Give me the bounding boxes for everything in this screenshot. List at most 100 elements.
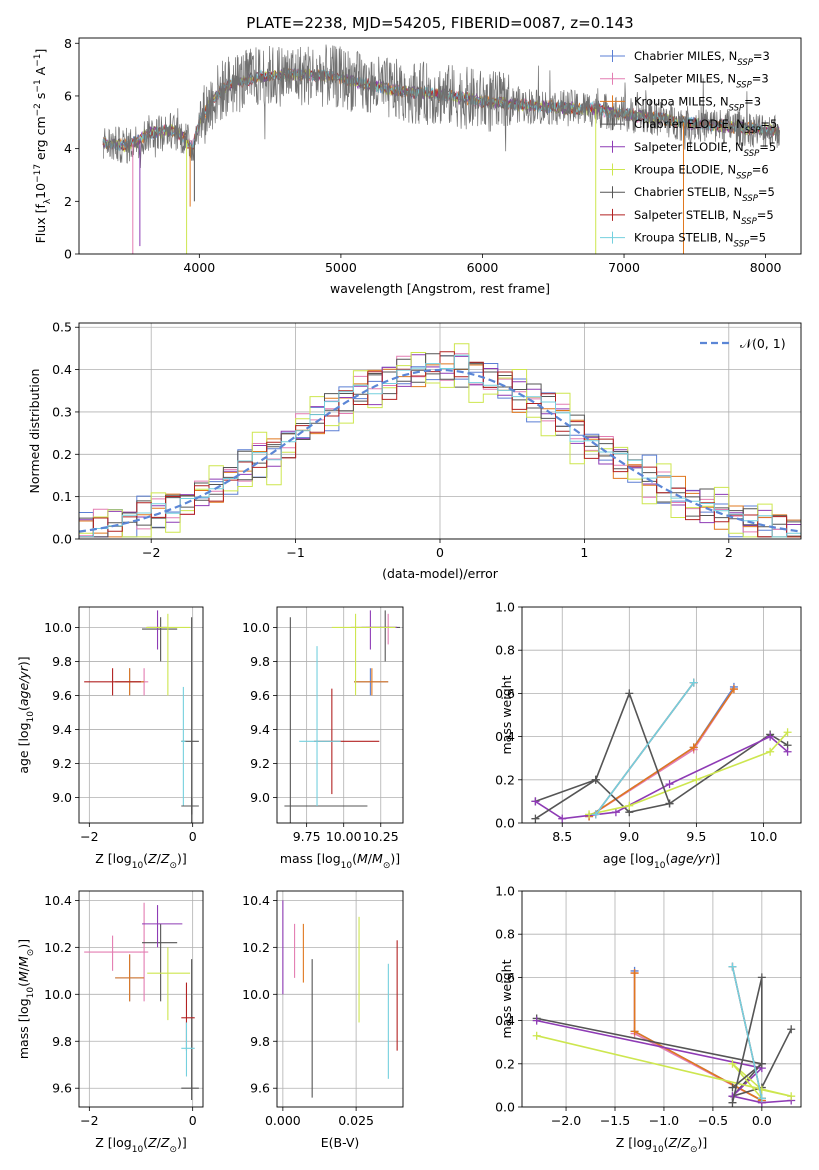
label-part: ( bbox=[665, 851, 670, 866]
chart-spectrum: 4000 5000 6000 7000 8000 0 2 4 6 8 bbox=[64, 36, 802, 275]
label-part: E(B-V) bbox=[321, 1135, 360, 1150]
label-part: age/yr bbox=[16, 665, 31, 706]
mass-weight-marker bbox=[757, 973, 766, 982]
label-part: ( bbox=[352, 851, 357, 866]
label-part: )] bbox=[710, 851, 720, 866]
label-part: −2 bbox=[33, 103, 43, 116]
axes-frame: −2 0 9.0 9.2 9.4 9.6 9.8 10.0 bbox=[44, 620, 197, 844]
label-part: Z bbox=[160, 851, 170, 866]
x-tick-label: 0.000 bbox=[265, 1113, 301, 1128]
mass-weight-marker bbox=[728, 962, 737, 971]
x-tick-label: 8.5 bbox=[552, 829, 572, 844]
x-tick-label: 0.025 bbox=[338, 1113, 374, 1128]
x-tick-label: −1.5 bbox=[600, 1113, 630, 1128]
label-part: M bbox=[16, 956, 31, 967]
label-part: 10 bbox=[26, 711, 36, 723]
y-tick-label: 9.4 bbox=[52, 722, 72, 737]
label-part: )] bbox=[16, 939, 31, 949]
mass-weight-marker bbox=[728, 1083, 737, 1092]
y-tick-label: 0.4 bbox=[495, 729, 515, 744]
plot-area bbox=[79, 323, 801, 539]
legend-label: Chabrier MILES, NSSP=3 bbox=[634, 49, 770, 68]
label-part: ( bbox=[143, 1135, 148, 1150]
axes-border bbox=[276, 606, 404, 824]
label-part: ⊙ bbox=[690, 1145, 698, 1155]
y-tick-label: 0 bbox=[64, 247, 72, 262]
mass-weight-marker bbox=[787, 1025, 796, 1034]
plot-area bbox=[102, 44, 780, 254]
x-tick-label: 7000 bbox=[608, 260, 640, 275]
legend-label-sub: SSP bbox=[745, 126, 761, 136]
label-part: / bbox=[157, 851, 162, 866]
label-part: Z bbox=[147, 1135, 157, 1150]
label-part: ( bbox=[143, 851, 148, 866]
y-tick-label: 0.6 bbox=[495, 686, 515, 701]
y-tick-label: 10.0 bbox=[44, 620, 72, 635]
mass-weight-line bbox=[534, 735, 789, 820]
mass-weight-line bbox=[534, 691, 671, 820]
mass-weight-marker bbox=[630, 969, 639, 978]
legend-label-sub: SSP bbox=[736, 81, 752, 91]
axes-frame: 0.000 0.025 9.6 9.8 10.0 10.2 10.4 bbox=[242, 893, 374, 1128]
label-part: Flux [f bbox=[33, 204, 48, 244]
plot-area bbox=[522, 891, 801, 1107]
mass-weight-line bbox=[588, 688, 735, 818]
x-axis-label: Z [log10(Z/Z⊙)] bbox=[95, 851, 187, 871]
mass-weight-marker bbox=[665, 799, 674, 808]
axes-frame: 4000 5000 6000 7000 8000 0 2 4 6 8 bbox=[64, 36, 782, 275]
y-tick-label: 10.0 bbox=[44, 987, 72, 1002]
legend-label-count: =5 bbox=[757, 208, 774, 222]
y-tick-label: 10.0 bbox=[242, 620, 270, 635]
axes-frame: −2 0 9.6 9.8 10.0 10.2 10.4 bbox=[44, 893, 197, 1128]
label-part: age/yr bbox=[670, 851, 711, 866]
axes-border bbox=[276, 890, 404, 1108]
legend-label-main: Kroupa MILES, N bbox=[634, 94, 729, 108]
y-tick-label: 0.0 bbox=[495, 1100, 515, 1115]
plot-area bbox=[79, 891, 203, 1107]
legend-label: Kroupa STELIB, NSSP=5 bbox=[634, 231, 766, 250]
mass-weight-marker bbox=[757, 1059, 766, 1068]
mass-weight-marker bbox=[689, 678, 698, 687]
label-part: Z [log bbox=[616, 1135, 652, 1150]
mass-weight-line bbox=[595, 682, 695, 815]
mass-weight-marker bbox=[766, 732, 775, 741]
y-tick-label: 9.2 bbox=[250, 756, 270, 771]
legend-label-sub: SSP bbox=[736, 172, 752, 182]
x-tick-label: −2 bbox=[142, 545, 160, 560]
x-tick-label: 0 bbox=[436, 545, 444, 560]
y-tick-label: 0.0 bbox=[495, 816, 515, 831]
legend-label-main: Chabrier ELODIE, N bbox=[634, 117, 745, 131]
axes-border bbox=[521, 606, 802, 824]
y-tick-label: 8 bbox=[64, 36, 72, 51]
label-part: 10 bbox=[341, 861, 353, 871]
legend-label-count: =5 bbox=[749, 231, 766, 245]
legend-normal-label: 𝒩(0, 1) bbox=[740, 336, 786, 351]
x-tick-label: −2 bbox=[80, 829, 98, 844]
histogram-series bbox=[79, 354, 801, 538]
axes-frame: 9.75 10.00 10.25 9.0 9.2 9.4 9.6 9.8 10.0 bbox=[242, 620, 399, 844]
y-tick-label: 10.2 bbox=[242, 940, 270, 955]
mass-weight-line bbox=[731, 966, 763, 1099]
label-part: −17 bbox=[33, 164, 43, 183]
y-tick-label: 10.4 bbox=[44, 893, 72, 908]
x-tick-label: 2 bbox=[725, 545, 733, 560]
label-part: )] bbox=[390, 851, 400, 866]
label-part: Z [log bbox=[95, 851, 131, 866]
y-tick-label: 1.0 bbox=[495, 600, 515, 615]
mass-weight-line bbox=[633, 973, 763, 1102]
label-part: ( bbox=[16, 982, 31, 987]
y-axis-label: mass weight bbox=[499, 959, 514, 1038]
y-tick-label: 9.6 bbox=[250, 1081, 270, 1096]
x-tick-label: 9.75 bbox=[293, 829, 321, 844]
axes-border bbox=[78, 606, 204, 824]
x-tick-label: 4000 bbox=[183, 260, 215, 275]
x-axis-label: E(B-V) bbox=[321, 1135, 360, 1150]
label-part: ⊙ bbox=[169, 861, 177, 871]
legend-label-count: =6 bbox=[752, 163, 769, 177]
legend-label-sub: SSP bbox=[729, 103, 745, 113]
label-part: age [log bbox=[603, 851, 654, 866]
legend-label-sub: SSP bbox=[737, 58, 753, 68]
mass-weight-marker bbox=[757, 1094, 766, 1103]
